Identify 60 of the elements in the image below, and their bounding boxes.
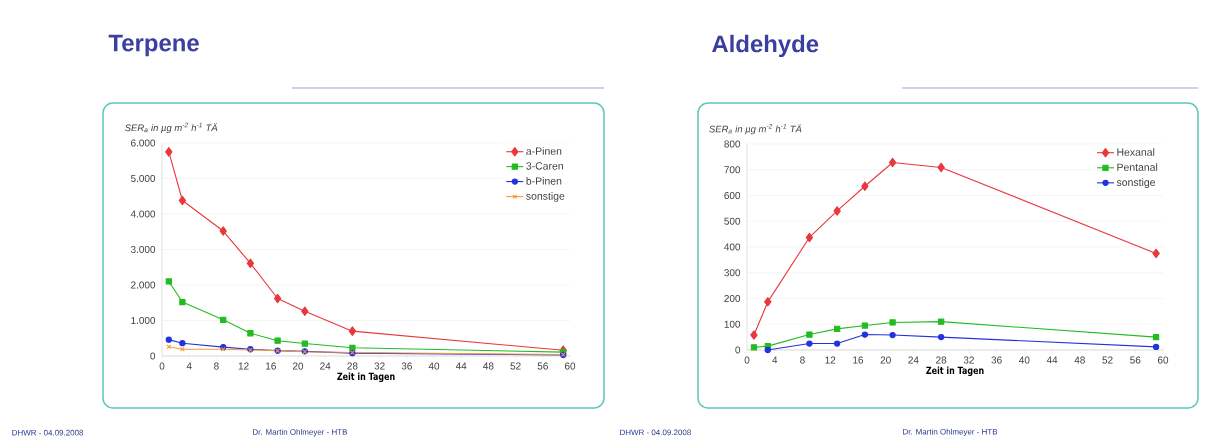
x-tick-label: 28 — [936, 356, 947, 364]
x-tick-label: 40 — [1019, 356, 1030, 364]
chart-title: Aldehyde — [712, 34, 819, 58]
x-tick-label: 48 — [483, 362, 494, 370]
y-tick-label: 100 — [724, 320, 741, 328]
x-tick-label: 4 — [772, 356, 778, 364]
x-tick-label: 48 — [1074, 356, 1085, 364]
y-tick-label: 1.000 — [131, 316, 156, 325]
y-tick-label: 400 — [724, 243, 741, 251]
x-tick-label: 16 — [853, 356, 864, 364]
x-tick-label: 20 — [292, 362, 304, 370]
y-tick-label: 4.000 — [130, 210, 156, 218]
x-tick-label: 12 — [825, 356, 836, 364]
y-tick-label: 6.000 — [131, 139, 156, 147]
x-tick-label: 24 — [320, 362, 331, 370]
y-tick-label: 3.000 — [130, 245, 156, 254]
x-tick-label: 24 — [908, 356, 919, 364]
y-tick-label: 2.000 — [131, 281, 156, 289]
x-tick-label: 44 — [455, 362, 467, 370]
y-tick-label: 500 — [724, 217, 741, 225]
chart-title: Terpene — [108, 34, 199, 57]
x-tick-label: 20 — [880, 356, 891, 364]
x-axis-title: Zeit in Tagen — [926, 366, 984, 377]
x-tick-label: 28 — [347, 362, 358, 370]
x-tick-label: 36 — [991, 356, 1002, 364]
y-tick-label: 700 — [724, 166, 741, 174]
y-tick-label: 600 — [724, 191, 741, 200]
x-tick-label: 52 — [1102, 356, 1113, 364]
x-tick-label: 12 — [238, 362, 249, 370]
legend-label: Hexanal — [1117, 148, 1155, 156]
y-axis-title: SER$_{a}$ in µg m$^{-2}$ h$^{-1}$ TÄ — [124, 122, 218, 134]
y-axis-title: SER$_{a}$ in µg m$^{-2}$ h$^{-1}$ TÄ — [709, 123, 802, 135]
x-tick-label: 32 — [963, 356, 974, 364]
legend-label: 3-Caren — [526, 162, 563, 170]
x-tick-label: 4 — [186, 362, 192, 370]
legend-label: a-Pinen — [526, 147, 562, 155]
x-tick-label: 8 — [214, 362, 219, 370]
x-tick-label: 32 — [374, 362, 385, 370]
x-tick-label: 56 — [1130, 356, 1141, 364]
legend-label: b-Pinen — [526, 177, 562, 185]
y-tick-label: 0 — [735, 346, 741, 354]
x-axis-title: Zeit in Tagen — [337, 372, 395, 383]
x-tick-label: 16 — [266, 362, 276, 370]
x-tick-label: 56 — [537, 362, 548, 370]
y-tick-label: 800 — [724, 140, 741, 148]
x-tick-label: 40 — [428, 362, 440, 370]
x-tick-label: 8 — [800, 356, 805, 364]
y-tick-label: 300 — [724, 269, 741, 277]
legend-label: Pentanal — [1117, 163, 1158, 171]
y-tick-label: 5.000 — [130, 174, 156, 183]
x-tick-label: 36 — [401, 362, 412, 370]
legend-label: sonstige — [1116, 178, 1156, 189]
x-tick-label: 52 — [510, 362, 521, 370]
x-tick-label: 0 — [159, 362, 165, 370]
x-tick-label: 44 — [1046, 356, 1058, 364]
x-tick-label: 0 — [744, 356, 750, 364]
y-tick-label: 200 — [724, 294, 741, 303]
x-tick-label: 60 — [564, 362, 576, 370]
x-tick-label: 60 — [1157, 356, 1169, 364]
legend-label: sonstige — [526, 192, 565, 202]
